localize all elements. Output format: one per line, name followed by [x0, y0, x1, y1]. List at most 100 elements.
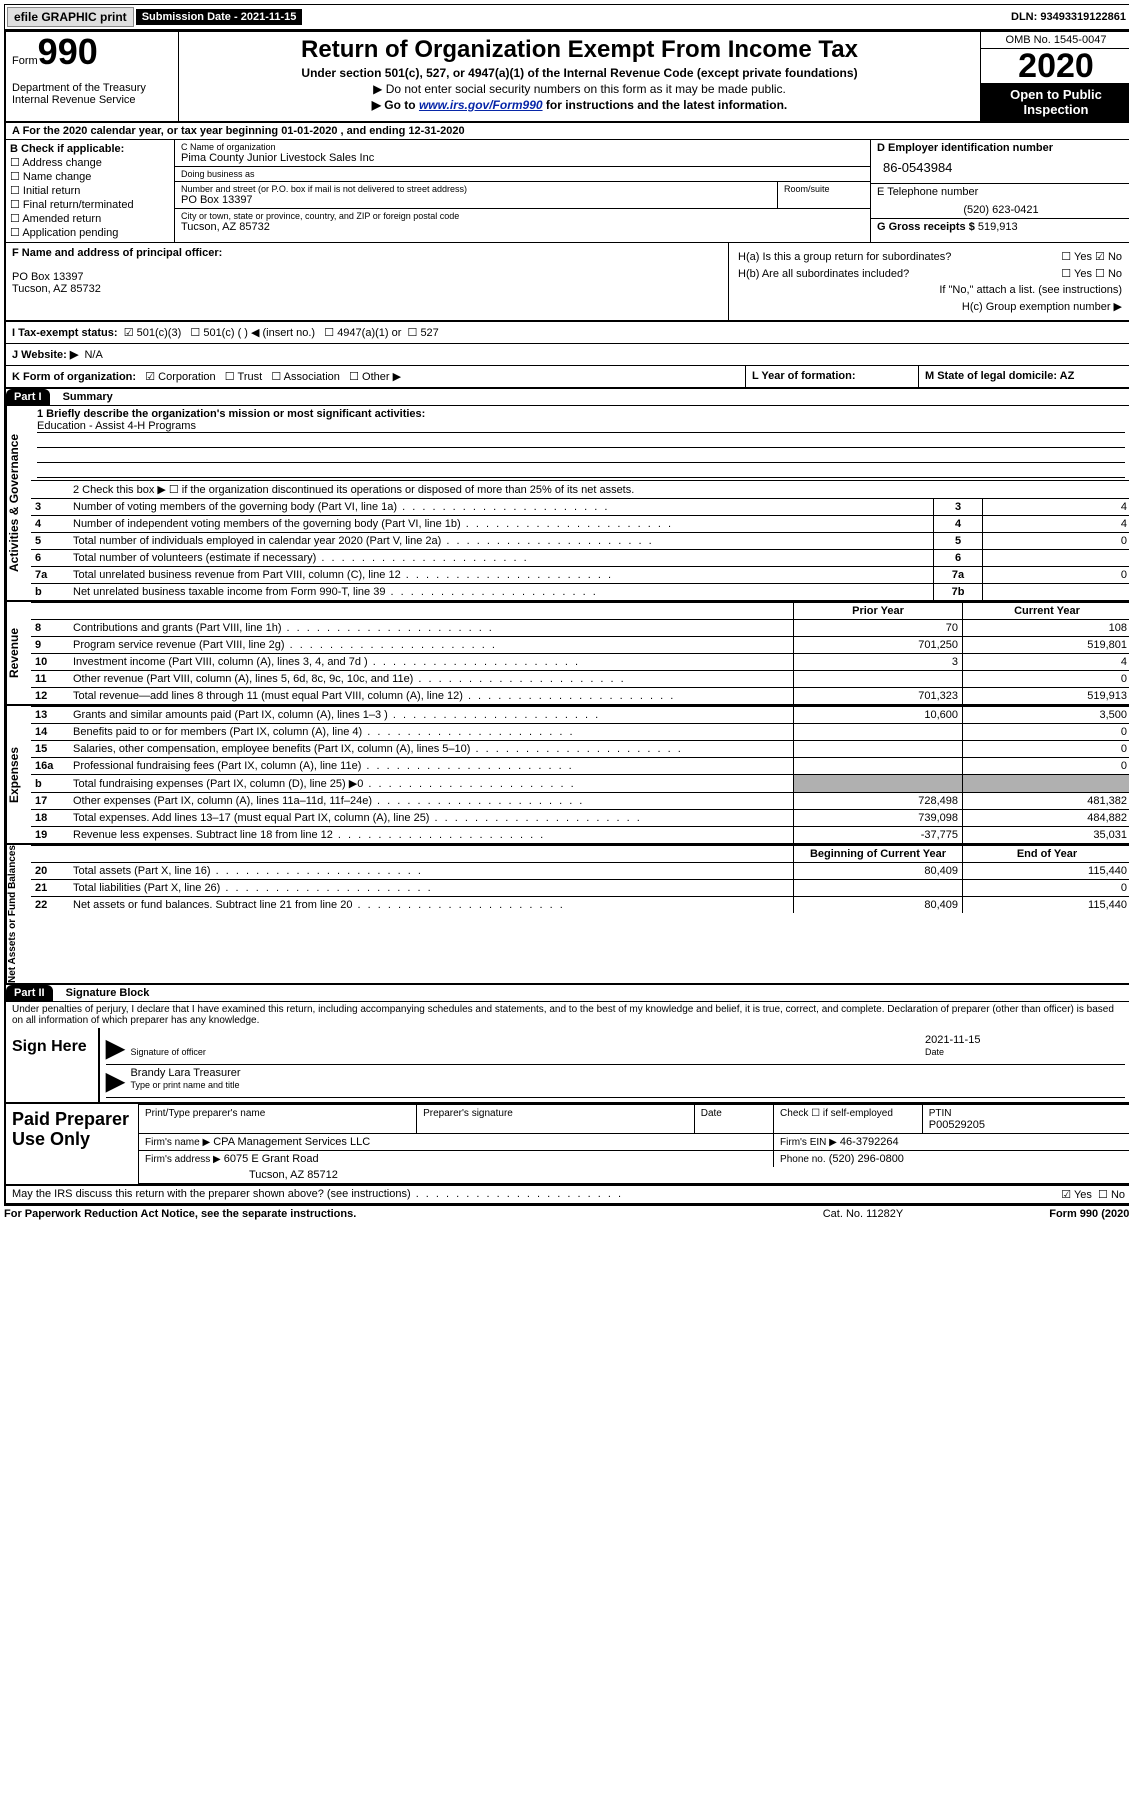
table-row: 12Total revenue—add lines 8 through 11 (…: [31, 688, 1129, 705]
form-id-block: Form990 Department of the Treasury Inter…: [6, 32, 179, 121]
paperwork-notice: For Paperwork Reduction Act Notice, see …: [4, 1208, 773, 1220]
527-checkbox[interactable]: 527: [408, 326, 439, 339]
beginning-year-header: Beginning of Current Year: [794, 846, 963, 863]
501c-checkbox[interactable]: 501(c) ( ) ◀ (insert no.): [190, 326, 315, 339]
other-checkbox[interactable]: Other ▶: [349, 371, 401, 383]
part-i-header: Part I: [6, 389, 50, 405]
table-row: 17Other expenses (Part IX, column (A), l…: [31, 793, 1129, 810]
governance-label: Activities & Governance: [6, 406, 31, 600]
city-state-zip: Tucson, AZ 85732: [181, 221, 864, 233]
table-row: 9Program service revenue (Part VIII, lin…: [31, 637, 1129, 654]
application-pending-checkbox[interactable]: Application pending: [10, 226, 170, 239]
501c3-checkbox[interactable]: 501(c)(3): [124, 326, 182, 339]
firm-phone: (520) 296-0800: [829, 1153, 904, 1165]
netassets-label: Net Assets or Fund Balances: [6, 845, 31, 983]
row-m-domicile: M State of legal domicile: AZ: [918, 366, 1129, 387]
row-k-form-org: K Form of organization: Corporation Trus…: [6, 366, 745, 387]
table-row: 18Total expenses. Add lines 13–17 (must …: [31, 810, 1129, 827]
discuss-yes-checkbox[interactable]: Yes: [1061, 1189, 1092, 1201]
discuss-question: May the IRS discuss this return with the…: [12, 1188, 623, 1200]
table-row: 20Total assets (Part X, line 16)80,40911…: [31, 863, 1129, 880]
street-address: PO Box 13397: [181, 194, 771, 206]
row-i-tax-status: I Tax-exempt status: 501(c)(3) 501(c) ( …: [6, 321, 1129, 344]
sign-here-label: Sign Here: [6, 1028, 98, 1102]
trust-checkbox[interactable]: Trust: [225, 371, 262, 383]
association-checkbox[interactable]: Association: [271, 371, 340, 383]
public-inspection-badge: Open to Public Inspection: [981, 83, 1129, 121]
tax-year: 2020: [981, 49, 1129, 83]
table-row: 22Net assets or fund balances. Subtract …: [31, 897, 1129, 914]
form-990: Form990 Department of the Treasury Inter…: [4, 30, 1129, 1206]
block-h-group: H(a) Is this a group return for subordin…: [729, 243, 1129, 320]
org-name: Pima County Junior Livestock Sales Inc: [181, 152, 864, 164]
irs-link[interactable]: www.irs.gov/Form990: [419, 98, 543, 112]
discuss-no-checkbox[interactable]: No: [1098, 1189, 1125, 1201]
firm-address: 6075 E Grant Road: [224, 1153, 319, 1165]
hb-yes-checkbox[interactable]: Yes: [1061, 268, 1092, 280]
row-a-tax-year: A For the 2020 calendar year, or tax yea…: [6, 123, 1129, 140]
table-row: 7aTotal unrelated business revenue from …: [31, 567, 1129, 584]
ptin: P00529205: [929, 1119, 985, 1131]
table-row: 5Total number of individuals employed in…: [31, 533, 1129, 550]
submission-date-header: Submission Date - 2021-11-15: [136, 9, 303, 25]
officer-name: Brandy Lara Treasurer: [130, 1067, 240, 1079]
form-footer: Form 990 (2020): [953, 1208, 1129, 1220]
department-label: Department of the Treasury Internal Reve…: [12, 82, 172, 106]
dln: DLN: 93493319122861: [1011, 11, 1129, 23]
block-d-e-g: D Employer identification number 86-0543…: [870, 140, 1129, 242]
form-subtitle: Under section 501(c), 527, or 4947(a)(1)…: [185, 66, 974, 80]
table-row: 13Grants and similar amounts paid (Part …: [31, 707, 1129, 724]
paid-preparer-label: Paid Preparer Use Only: [6, 1104, 138, 1184]
corporation-checkbox[interactable]: Corporation: [145, 371, 215, 383]
penalties-statement: Under penalties of perjury, I declare th…: [6, 1002, 1129, 1028]
block-c-organization: C Name of organization Pima County Junio…: [175, 140, 870, 242]
room-suite-label: Room/suite: [784, 184, 864, 194]
instructions-link-line: Go to www.irs.gov/Form990 for instructio…: [185, 98, 974, 112]
ssn-warning: Do not enter social security numbers on …: [185, 82, 974, 96]
block-f-officer: F Name and address of principal officer:…: [6, 243, 729, 320]
telephone: (520) 623-0421: [877, 198, 1125, 216]
address-change-checkbox[interactable]: Address change: [10, 156, 170, 169]
firm-city: Tucson, AZ 85712: [249, 1169, 338, 1181]
part-i-title: Summary: [53, 391, 113, 403]
table-row: 15Salaries, other compensation, employee…: [31, 741, 1129, 758]
form-title: Return of Organization Exempt From Incom…: [185, 36, 974, 64]
signature-date: 2021-11-15: [925, 1034, 980, 1046]
final-return-checkbox[interactable]: Final return/terminated: [10, 198, 170, 211]
amended-return-checkbox[interactable]: Amended return: [10, 212, 170, 225]
row-l-year-formation: L Year of formation:: [745, 366, 918, 387]
current-year-header: Current Year: [963, 603, 1129, 620]
firm-ein: 46-3792264: [840, 1136, 899, 1148]
ha-yes-checkbox[interactable]: Yes: [1061, 251, 1092, 263]
revenue-label: Revenue: [6, 602, 31, 704]
table-row: 14Benefits paid to or for members (Part …: [31, 724, 1129, 741]
block-b-checkboxes: B Check if applicable: Address change Na…: [6, 140, 175, 242]
ein: 86-0543984: [877, 154, 1125, 181]
part-ii-title: Signature Block: [56, 987, 150, 999]
table-row: 16aProfessional fundraising fees (Part I…: [31, 758, 1129, 775]
ha-no-checkbox[interactable]: No: [1095, 251, 1122, 263]
table-row: 6Total number of volunteers (estimate if…: [31, 550, 1129, 567]
end-year-header: End of Year: [963, 846, 1129, 863]
efile-print-button[interactable]: efile GRAPHIC print: [7, 7, 134, 27]
prior-year-header: Prior Year: [794, 603, 963, 620]
table-row: 11Other revenue (Part VIII, column (A), …: [31, 671, 1129, 688]
hb-no-checkbox[interactable]: No: [1095, 268, 1122, 280]
name-change-checkbox[interactable]: Name change: [10, 170, 170, 183]
firm-name: CPA Management Services LLC: [213, 1136, 370, 1148]
table-row: bNet unrelated business taxable income f…: [31, 584, 1129, 601]
table-row: 8Contributions and grants (Part VIII, li…: [31, 620, 1129, 637]
mission-text: Education - Assist 4-H Programs: [37, 420, 1125, 433]
table-row: bTotal fundraising expenses (Part IX, co…: [31, 775, 1129, 793]
table-row: 3Number of voting members of the governi…: [31, 499, 1129, 516]
catalog-number: Cat. No. 11282Y: [773, 1208, 953, 1220]
4947-checkbox[interactable]: 4947(a)(1) or: [324, 326, 401, 339]
table-row: 4Number of independent voting members of…: [31, 516, 1129, 533]
part-ii-header: Part II: [6, 985, 53, 1001]
initial-return-checkbox[interactable]: Initial return: [10, 184, 170, 197]
gross-receipts: 519,913: [978, 221, 1018, 233]
row-j-website: J Website: ▶ N/A: [6, 344, 1129, 366]
expenses-label: Expenses: [6, 706, 31, 843]
table-row: 21Total liabilities (Part X, line 26)0: [31, 880, 1129, 897]
table-row: 10Investment income (Part VIII, column (…: [31, 654, 1129, 671]
